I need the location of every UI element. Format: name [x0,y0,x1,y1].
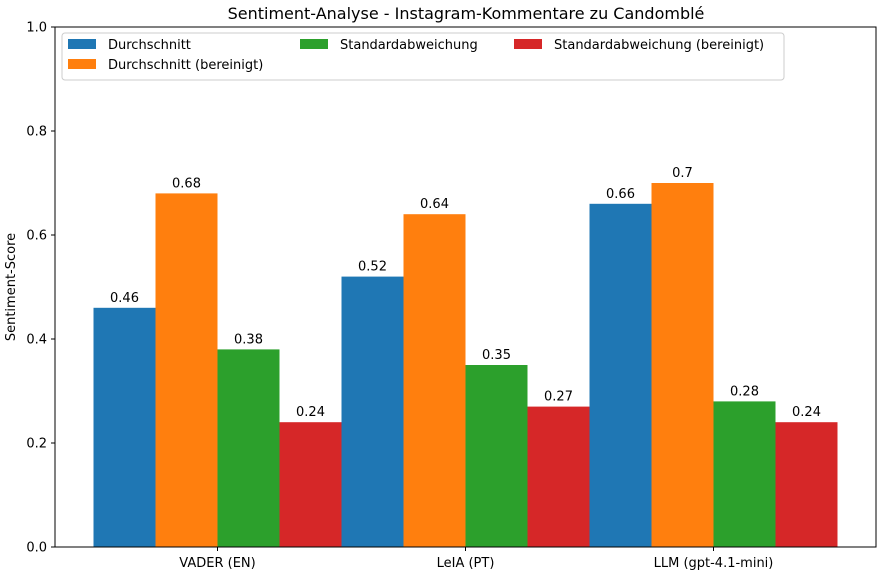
data-label-4-1: 0.24 [296,405,325,420]
legend-swatch-1 [68,39,96,49]
bar-2-3 [651,183,714,547]
y-tick-label: 0.4 [26,333,47,348]
bar-3-2 [465,365,528,547]
x-tick-label: LLM (gpt-4.1-mini) [654,556,774,571]
legend-swatch-2 [68,59,96,69]
legend-label-2: Durchschnitt (bereinigt) [108,58,263,73]
legend-box [61,32,785,81]
y-tick-label: 0.6 [26,229,47,244]
bar-1-2 [341,276,404,547]
bar-1-3 [589,203,652,548]
bar-1-1 [93,307,156,547]
data-label-2-1: 0.68 [172,176,201,191]
bar-2-2 [403,214,466,547]
bar-4-1 [279,422,342,547]
chart-title: Sentiment-Analyse - Instagram-Kommentare… [228,4,705,23]
data-label-2-3: 0.7 [672,166,693,181]
plot-area: 0.46 0.52 0.66 0.68 0.64 0.7 0.38 0.35 0.28 0.24 0… [26,21,877,571]
data-label-3-1: 0.38 [234,332,263,347]
y-axis-title: Sentiment-Score [4,233,19,341]
data-label-1-2: 0.52 [358,260,387,275]
legend: Durchschnitt Durchschnitt (bereinigt) Stan… [61,32,785,81]
y-tick-label: 1.0 [26,21,47,36]
bar-4-2 [527,406,590,547]
data-label-4-2: 0.27 [544,390,573,405]
y-tick-label: 0.2 [26,437,47,452]
legend-swatch-4 [514,39,542,49]
legend-label-3: Standardabweichung [340,38,478,53]
data-label-2-2: 0.64 [420,197,449,212]
y-tick-label: 0.8 [26,125,47,140]
bar-2-1 [155,193,218,547]
x-tick-label: VADER (EN) [179,556,255,571]
data-label-1-1: 0.46 [110,291,139,306]
bar-3-1 [217,349,280,547]
x-tick-label: LeIA (PT) [437,556,495,571]
y-tick-label: 0.0 [26,541,47,556]
data-label-4-3: 0.24 [792,405,821,420]
bar-4-3 [775,422,838,547]
bar-3-3 [713,401,776,547]
legend-label-1: Durchschnitt [108,38,191,53]
legend-label-4: Standardabweichung (bereinigt) [554,38,764,53]
data-label-3-2: 0.35 [482,348,511,363]
data-label-3-3: 0.28 [730,384,759,399]
legend-swatch-3 [300,39,328,49]
data-label-1-3: 0.66 [606,187,635,202]
